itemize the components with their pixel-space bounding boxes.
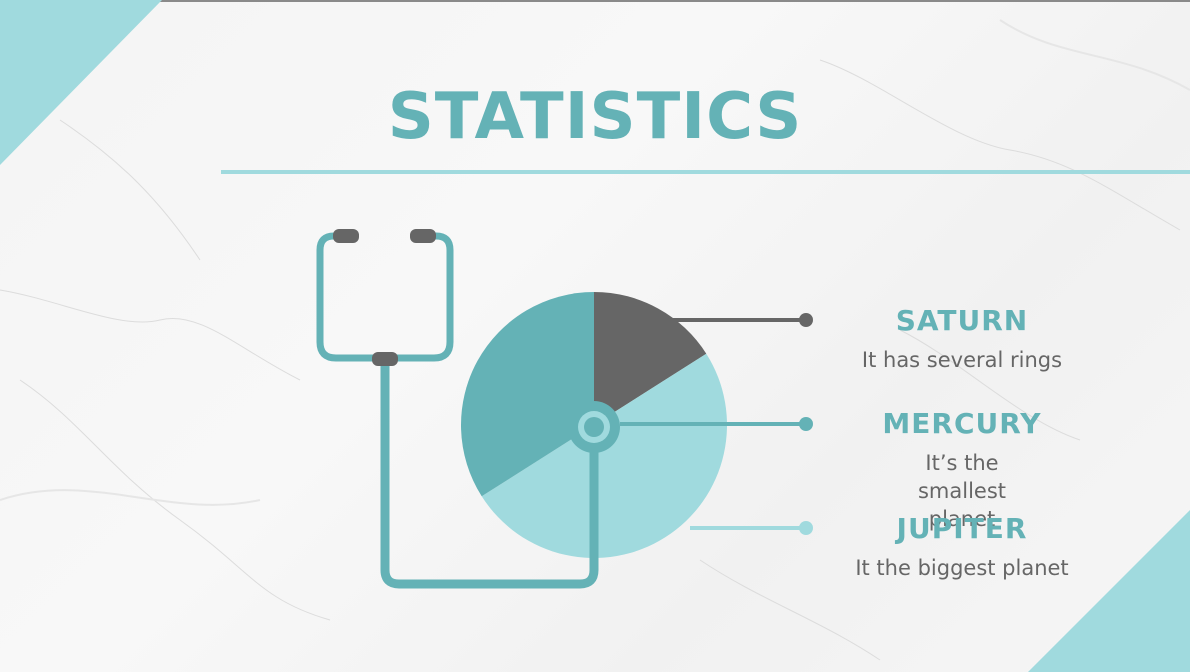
stethoscope-earpiece-left — [333, 229, 359, 243]
legend-name: MERCURY — [882, 407, 1042, 440]
stethoscope-connector — [372, 352, 398, 366]
slide-top-border — [0, 0, 1190, 2]
pie-slice-mercury — [481, 353, 727, 558]
pie-slice-jupiter — [461, 292, 594, 497]
title-underline — [221, 170, 1190, 174]
stethoscope-icon — [316, 229, 599, 589]
legend-item-jupiter: JUPITER It the biggest planet — [817, 512, 1107, 582]
legend-description: It has several rings — [861, 348, 1063, 372]
legend-name: SATURN — [895, 304, 1029, 337]
legend-description: It’s the smallest planet — [917, 451, 1007, 531]
stethoscope-tube — [380, 360, 599, 589]
slide-title: STATISTICS — [387, 80, 803, 154]
legend-description: It the biggest planet — [855, 556, 1069, 580]
stethoscope-chest-center — [584, 417, 604, 437]
leader-dot-mercury — [799, 417, 813, 431]
stethoscope-earpiece-right — [410, 229, 436, 243]
legend-item-mercury: MERCURY It’s the smallest planet — [817, 407, 1107, 533]
pie-chart — [461, 292, 727, 558]
stethoscope-headset — [316, 232, 454, 362]
leader-dot-jupiter — [799, 521, 813, 535]
corner-triangle-bottom-right — [1028, 510, 1190, 672]
legend-item-saturn: SATURN It has several rings — [817, 304, 1107, 374]
corner-triangle-top-left — [0, 0, 162, 165]
legend-name: JUPITER — [896, 512, 1028, 545]
leader-dot-saturn — [799, 313, 813, 327]
pie-slice-saturn — [594, 292, 707, 425]
